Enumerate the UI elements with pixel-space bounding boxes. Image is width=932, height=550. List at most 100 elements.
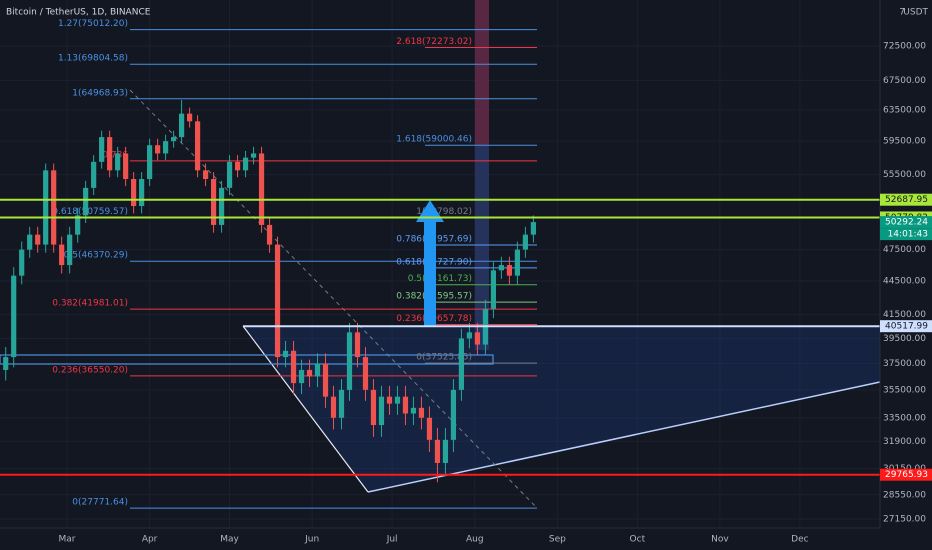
price-tag-label: 50292.24 — [885, 218, 928, 228]
price-tag — [880, 216, 932, 229]
trend-line — [367, 381, 881, 493]
candle-body — [330, 396, 337, 418]
fib-label: 1.618(59000.46) — [396, 135, 472, 145]
candle-body — [466, 332, 473, 339]
candle-body — [282, 350, 289, 358]
fib-label: 0(37525.85) — [416, 353, 472, 363]
candle-body — [258, 153, 265, 225]
candle-body — [75, 215, 81, 235]
candle-body — [186, 113, 193, 122]
chart-title: Bitcoin / TetherUS, 1D, BINANCE — [6, 8, 151, 18]
position-tool-target — [475, 0, 489, 145]
candle-body — [250, 153, 257, 158]
candle-body — [426, 417, 433, 440]
position-tool-body — [475, 145, 489, 350]
candle-body — [514, 249, 520, 276]
range-box — [0, 354, 494, 365]
candle-body — [83, 187, 89, 216]
candle-body — [378, 396, 385, 426]
y-tick-label: 28550.00 — [883, 490, 926, 500]
y-tick-label: 59500.00 — [883, 137, 926, 147]
y-tick-label: 72500.00 — [883, 41, 926, 51]
candle-body — [99, 137, 105, 162]
x-tick-label: Apr — [142, 535, 158, 545]
fib-label: 0.382(41981.01) — [52, 299, 128, 309]
candle-body — [402, 396, 409, 414]
candle-body — [354, 332, 361, 358]
y-tick-label: 27150.00 — [883, 514, 926, 524]
fib-label: 0.5(44161.73) — [408, 274, 472, 284]
candle-body — [123, 153, 129, 180]
candle-body — [394, 396, 401, 404]
y-tick-label: 41500.00 — [883, 310, 926, 320]
candle-body — [91, 161, 97, 188]
candle-body — [506, 265, 512, 276]
candle-body — [155, 145, 161, 154]
x-tick-label: Nov — [711, 535, 729, 545]
y-tick-label: 67500.00 — [883, 76, 926, 86]
candle-body — [434, 439, 441, 463]
candle-body — [115, 153, 121, 171]
y-tick-label: 63500.00 — [883, 105, 926, 115]
candle-body — [218, 187, 225, 225]
x-tick-label: Aug — [466, 535, 484, 545]
candle-body — [139, 179, 145, 207]
price-tag — [880, 320, 932, 333]
price-tag-label: 29765.93 — [885, 470, 928, 480]
candle-body — [107, 137, 113, 171]
candle-body — [418, 407, 425, 418]
candle-body — [19, 249, 25, 276]
price-tag — [880, 468, 932, 481]
y-tick-label: 39500.00 — [883, 334, 926, 344]
candle-body — [226, 161, 233, 188]
candle-body — [163, 141, 169, 154]
candle-body — [171, 137, 177, 142]
x-tick-label: May — [220, 535, 239, 545]
fib-label: 0(27771.64) — [72, 498, 128, 508]
candle-body — [370, 389, 377, 426]
candle-body — [474, 332, 481, 345]
fib-label: 0.618(50759.57) — [52, 207, 128, 217]
candle-body — [178, 113, 185, 138]
trend-line — [242, 325, 369, 493]
candle-body — [274, 244, 281, 358]
countdown-bg — [880, 228, 932, 241]
x-tick-label: Jul — [386, 535, 398, 545]
candle-body — [35, 234, 41, 245]
arrow — [416, 200, 444, 326]
candle-body — [386, 396, 393, 404]
candle-body — [266, 224, 273, 245]
candle-body — [490, 270, 497, 309]
y-tick-label: 31900.00 — [883, 437, 926, 447]
price-tag-label: 52687.95 — [885, 195, 928, 205]
candle-body — [194, 121, 201, 171]
candle-body — [346, 332, 353, 390]
y-tick-label: 33500.00 — [883, 413, 926, 423]
candle-body — [530, 222, 536, 235]
candle-body — [43, 170, 49, 245]
y-tick-label: 37500.00 — [883, 359, 926, 369]
fib-label: 1(64968.93) — [72, 88, 128, 98]
candle-body — [27, 234, 33, 250]
candle-body — [210, 179, 217, 225]
y-tick-label: 55500.00 — [883, 170, 926, 180]
candle-body — [202, 170, 209, 180]
countdown: 14:01:43 — [888, 230, 928, 240]
fib-label: 1(50798.02) — [416, 207, 472, 217]
candle-body — [3, 357, 9, 370]
candle-body — [498, 265, 505, 271]
x-tick-label: Oct — [630, 535, 646, 545]
candle-body — [322, 363, 329, 397]
y-tick-label: 35500.00 — [883, 385, 926, 395]
y-top-partial: 7 — [899, 8, 905, 18]
candle-body — [410, 407, 417, 414]
y-tick-label: 44500.00 — [883, 277, 926, 287]
fib-label: 2.618(72273.02) — [396, 37, 472, 47]
candle-body — [67, 234, 73, 266]
candle-body — [338, 389, 345, 418]
price-lines — [0, 198, 880, 476]
y-tick-label: 47500.00 — [883, 245, 926, 255]
x-tick-label: Dec — [791, 535, 808, 545]
